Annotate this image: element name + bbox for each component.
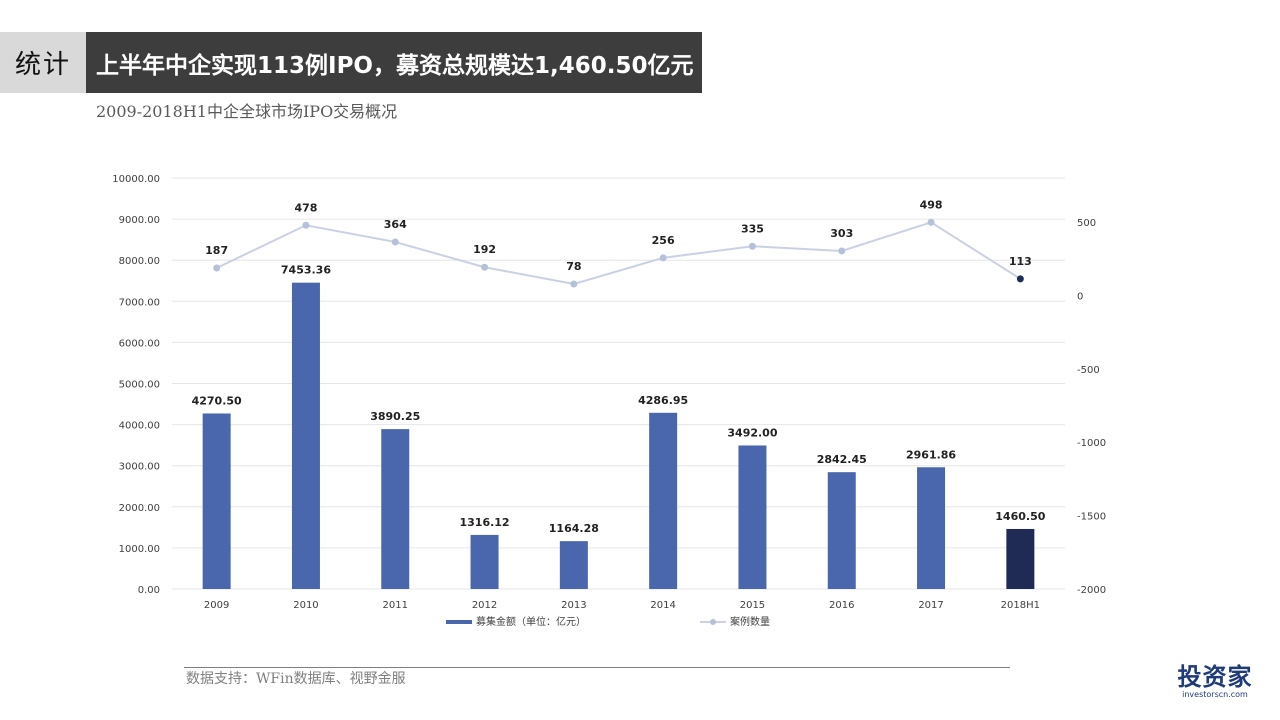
left-tick-label: 8000.00 bbox=[119, 256, 160, 267]
left-tick-label: 6000.00 bbox=[119, 338, 160, 349]
count-label-2012: 192 bbox=[473, 243, 496, 256]
bar-label-2018H1: 1460.50 bbox=[995, 510, 1045, 523]
left-tick-label: 7000.00 bbox=[119, 297, 160, 308]
x-axis-labels: 2009 2010 2011 2012 2013 2014 2015 2016 2017 2018… bbox=[204, 600, 1040, 611]
count-point-2009 bbox=[213, 264, 221, 272]
bar-2011 bbox=[381, 429, 410, 589]
bar-2009 bbox=[202, 413, 231, 589]
bar-2015 bbox=[738, 445, 767, 589]
bar-label-2013: 1164.28 bbox=[549, 522, 599, 535]
left-tick-label: 10000.00 bbox=[112, 174, 160, 185]
count-points bbox=[213, 218, 1024, 288]
left-tick-label: 1000.00 bbox=[119, 544, 160, 555]
count-point-2016 bbox=[838, 247, 846, 255]
x-tick-label: 2015 bbox=[740, 600, 765, 611]
bar-label-2010: 7453.36 bbox=[281, 264, 331, 277]
x-tick-label: 2013 bbox=[561, 600, 586, 611]
count-label-2017: 498 bbox=[920, 198, 943, 211]
bar-label-2009: 4270.50 bbox=[192, 394, 242, 407]
bar-2014 bbox=[649, 412, 678, 589]
right-tick-label: -2000 bbox=[1077, 585, 1106, 596]
count-label-2013: 78 bbox=[566, 260, 581, 273]
left-tick-label: 2000.00 bbox=[119, 503, 160, 514]
bar-label-2011: 3890.25 bbox=[370, 410, 420, 423]
logo-text: 投资家 bbox=[1177, 663, 1253, 691]
x-tick-label: 2010 bbox=[293, 600, 318, 611]
count-point-2014 bbox=[659, 254, 667, 262]
brand-logo: 投资家 investorscn.com bbox=[1172, 664, 1258, 708]
bar-2012 bbox=[470, 534, 499, 589]
count-line bbox=[216, 221, 1021, 286]
left-tick-label: 9000.00 bbox=[119, 215, 160, 226]
count-point-2012 bbox=[481, 263, 489, 271]
page-title: 上半年中企实现113例IPO，募资总规模达1,460.50亿元 bbox=[86, 32, 702, 93]
footer-divider bbox=[184, 667, 1010, 668]
count-label-2009: 187 bbox=[205, 244, 228, 257]
legend-swatch-point bbox=[710, 619, 716, 625]
bar-2017 bbox=[917, 467, 946, 589]
left-tick-label: 0.00 bbox=[138, 585, 160, 596]
bar-2013 bbox=[559, 541, 588, 589]
bar-label-2012: 1316.12 bbox=[459, 516, 509, 529]
count-labels: 187 478 364 192 78 256 335 303 498 113 bbox=[205, 198, 1032, 273]
bar-label-2016: 2842.45 bbox=[817, 453, 867, 466]
x-tick-label: 2016 bbox=[829, 600, 854, 611]
legend-label-line: 案例数量 bbox=[730, 615, 770, 628]
x-tick-label: 2012 bbox=[472, 600, 497, 611]
right-tick-label: -1000 bbox=[1077, 438, 1106, 449]
left-tick-label: 5000.00 bbox=[119, 380, 160, 391]
right-tick-label: -500 bbox=[1077, 365, 1100, 376]
count-point-2013 bbox=[570, 280, 578, 288]
left-axis-ticks: 0.00 1000.00 2000.00 3000.00 4000.00 5000.00 6… bbox=[112, 174, 160, 596]
count-label-2016: 303 bbox=[830, 227, 853, 240]
bars bbox=[202, 282, 1035, 589]
bar-label-2014: 4286.95 bbox=[638, 394, 688, 407]
count-line-path bbox=[216, 221, 1021, 286]
grid-lines bbox=[172, 177, 1065, 590]
count-point-2015 bbox=[748, 242, 756, 250]
legend-label-bar: 募集金额（单位：亿元） bbox=[476, 615, 586, 628]
x-tick-label: 2018H1 bbox=[1001, 600, 1040, 611]
left-tick-label: 3000.00 bbox=[119, 462, 160, 473]
bar-label-2015: 3492.00 bbox=[727, 426, 777, 439]
x-tick-label: 2017 bbox=[918, 600, 943, 611]
count-label-2018H1: 113 bbox=[1009, 255, 1032, 268]
chart-subtitle: 2009-2018H1中企全球市场IPO交易概况 bbox=[96, 102, 398, 121]
data-source: 数据支持：WFin数据库、视野金服 bbox=[186, 671, 406, 687]
count-point-2010 bbox=[302, 221, 310, 229]
logo-subtext: investorscn.com bbox=[1182, 690, 1248, 699]
bar-label-2017: 2961.86 bbox=[906, 448, 956, 461]
count-label-2015: 335 bbox=[741, 222, 764, 235]
x-tick-label: 2011 bbox=[383, 600, 408, 611]
x-tick-label: 2014 bbox=[650, 600, 675, 611]
count-label-2014: 256 bbox=[652, 234, 675, 247]
x-tick-label: 2009 bbox=[204, 600, 229, 611]
bar-2010 bbox=[291, 282, 320, 589]
count-label-2011: 364 bbox=[384, 218, 407, 231]
left-tick-label: 4000.00 bbox=[119, 421, 160, 432]
right-tick-label: 0 bbox=[1077, 291, 1083, 302]
count-point-2018H1 bbox=[1016, 275, 1024, 283]
bar-2016 bbox=[827, 472, 856, 589]
right-tick-label: -1500 bbox=[1077, 512, 1106, 523]
right-tick-label: 500 bbox=[1077, 218, 1096, 229]
count-label-2010: 478 bbox=[294, 201, 317, 214]
count-point-2017 bbox=[927, 218, 935, 226]
section-tag: 统计 bbox=[0, 32, 86, 93]
bar-2018H1 bbox=[1006, 528, 1035, 589]
count-point-2011 bbox=[391, 238, 399, 246]
right-axis-ticks: -2000 -1500 -1000 -500 0 500 bbox=[1077, 218, 1106, 596]
bar-labels: 4270.50 7453.36 3890.25 1316.12 1164.28 4286.… bbox=[192, 264, 1046, 535]
legend-swatch-bar bbox=[446, 620, 472, 624]
legend: 募集金额（单位：亿元） 案例数量 bbox=[446, 615, 770, 628]
